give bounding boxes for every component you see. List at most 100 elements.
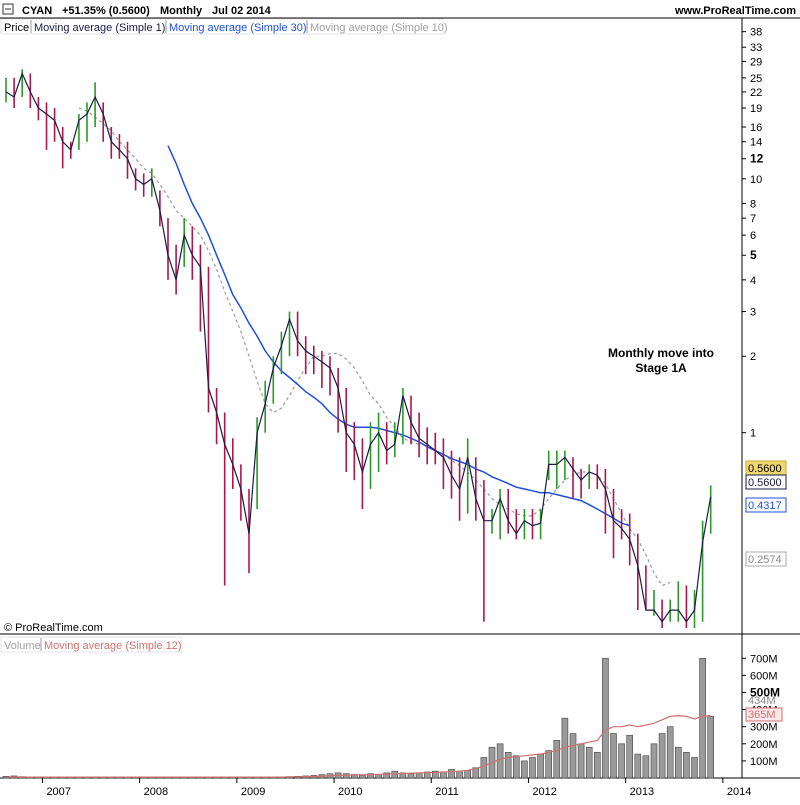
legend-volume[interactable]: Volume	[4, 640, 41, 652]
price-tick-label: 8	[750, 198, 756, 210]
legend-volume-ma[interactable]: Moving average (Simple 12)	[44, 640, 182, 652]
volume-bar	[375, 774, 382, 779]
volume-bar	[440, 771, 447, 779]
price-tick-label: 14	[750, 137, 762, 149]
volume-bar	[674, 746, 682, 779]
volume-bar	[415, 772, 423, 779]
price-legend: Price Moving average (Simple 1) Moving a…	[0, 18, 448, 35]
volume-bar	[610, 733, 617, 779]
volume-bar	[650, 743, 658, 779]
volume-bar	[391, 770, 399, 779]
annotation-line2: Stage 1A	[635, 361, 687, 375]
x-tick-label: 2012	[532, 786, 556, 798]
volume-bar	[456, 770, 463, 779]
x-tick-label: 2009	[241, 786, 265, 798]
badge-volume-ma: 365M	[748, 709, 776, 721]
price-tick-label: 38	[750, 27, 762, 39]
volume-bar	[504, 752, 512, 779]
volume-bar	[658, 733, 666, 779]
volume-ma-path	[6, 714, 711, 778]
legend-ma1[interactable]: Moving average (Simple 1)	[34, 22, 165, 34]
badge-volume: 434M	[748, 695, 776, 707]
badge-ma1-bg	[745, 474, 787, 490]
x-tick-label: 2011	[435, 786, 459, 798]
volume-bar	[707, 716, 715, 779]
ma10-path	[78, 107, 671, 587]
volume-tick-label: 700M	[750, 653, 778, 665]
legend-ma30[interactable]: Moving average (Simple 30)	[169, 22, 307, 34]
price-tick-label: 25	[750, 73, 762, 85]
volume-bar	[626, 734, 634, 779]
badge-ma10-bg	[745, 551, 787, 567]
volume-bar	[407, 773, 415, 779]
ma10-line	[78, 107, 671, 587]
volume-bars	[2, 657, 715, 779]
volume-bar	[448, 769, 455, 779]
badge-last-price: 0.5600	[748, 463, 782, 475]
price-tick-label: 6	[750, 230, 756, 242]
ma1-path	[5, 71, 712, 623]
volume-bar	[585, 746, 593, 779]
volume-bar	[545, 750, 553, 779]
volume-bar	[537, 753, 544, 779]
price-tick-label: 2	[750, 351, 756, 363]
legend-price[interactable]: Price	[4, 22, 29, 34]
volume-ma-line	[6, 714, 711, 778]
volume-tick-label: 300M	[750, 722, 778, 734]
price-tick-label: 1	[750, 428, 756, 440]
volume-bar	[431, 770, 439, 779]
price-tick-label: 19	[750, 103, 762, 115]
volume-bar	[577, 743, 585, 779]
volume-bar	[691, 757, 698, 779]
price-badges: 0.5600 0.5600 0.4317 0.2574	[745, 460, 787, 567]
volume-bar	[602, 657, 609, 779]
copyright: © ProRealTime.com	[4, 622, 103, 634]
price-tick-label: 5	[750, 248, 757, 262]
badge-ma10: 0.2574	[748, 554, 782, 566]
volume-bar	[512, 755, 520, 779]
ma30-path	[167, 145, 630, 527]
volume-bar	[666, 726, 674, 779]
header-site[interactable]: www.ProRealTime.com	[674, 5, 796, 17]
volume-bar	[618, 743, 625, 779]
volume-bar	[521, 760, 528, 779]
window-icon[interactable]	[2, 3, 14, 15]
volume-legend: Volume Moving average (Simple 12)	[0, 636, 183, 653]
volume-bar	[683, 752, 690, 779]
x-axis: 2007 2008 2009 2010 2011 2012 2013 2014	[41, 778, 751, 798]
price-tick-label: 33	[750, 42, 762, 54]
volume-tick-label: 100M	[750, 756, 778, 768]
header-change: +51.35% (0.5600)	[62, 5, 150, 17]
price-y-axis: 38 33 29 25 22 19 16 14 12 10 8 7 6 5 4 3 2 1	[742, 27, 764, 440]
price-tick-label: 12	[750, 152, 764, 166]
price-tick-label: 29	[750, 56, 762, 68]
volume-tick-label: 600M	[750, 670, 778, 682]
volume-bar	[342, 773, 350, 779]
volume-bar	[480, 757, 488, 779]
price-tick-label: 22	[750, 87, 762, 99]
volume-bar	[383, 772, 391, 779]
volume-bar	[496, 743, 504, 779]
price-tick-label: 7	[750, 213, 756, 225]
volume-bar	[634, 753, 642, 779]
badge-ma30: 0.4317	[748, 500, 782, 512]
volume-bar	[423, 771, 431, 779]
annotation-line1: Monthly move into	[608, 346, 714, 360]
header-ticker: CYAN	[22, 5, 52, 17]
volume-bar	[359, 775, 366, 779]
volume-bar	[699, 657, 706, 779]
legend-ma10[interactable]: Moving average (Simple 10)	[310, 22, 448, 34]
volume-bar	[569, 733, 577, 779]
x-tick-label: 2007	[46, 786, 70, 798]
x-tick-label: 2010	[338, 786, 362, 798]
volume-tick-label: 500M	[750, 685, 780, 699]
volume-bar	[553, 740, 561, 779]
badge-ma30-bg	[745, 497, 787, 513]
header-period: Monthly	[160, 5, 203, 17]
ma30-line	[167, 145, 630, 527]
x-tick-label: 2014	[727, 786, 751, 798]
header-date: Jul 02 2014	[212, 5, 272, 17]
